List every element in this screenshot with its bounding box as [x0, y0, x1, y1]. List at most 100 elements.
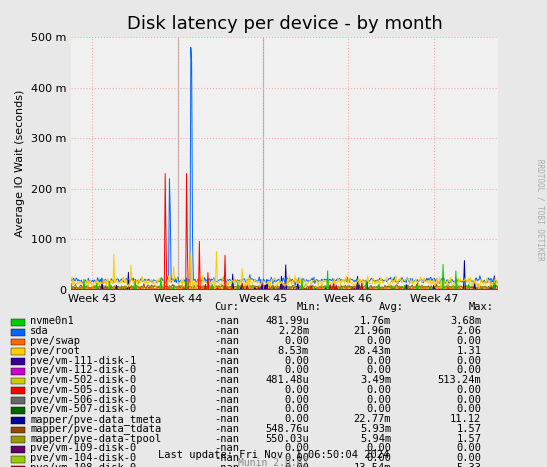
Text: 1.31: 1.31 [456, 346, 481, 356]
Text: -nan: -nan [214, 453, 240, 463]
Text: 550.03u: 550.03u [265, 433, 309, 444]
Text: 0.00: 0.00 [456, 404, 481, 414]
Text: 0.00: 0.00 [456, 365, 481, 375]
Text: pve/vm-112-disk-0: pve/vm-112-disk-0 [30, 365, 136, 375]
Text: 0.00: 0.00 [456, 336, 481, 346]
Text: 481.48u: 481.48u [265, 375, 309, 385]
Text: 2.06: 2.06 [456, 326, 481, 336]
Text: pve/vm-502-disk-0: pve/vm-502-disk-0 [30, 375, 136, 385]
FancyBboxPatch shape [11, 378, 25, 384]
Text: 22.77m: 22.77m [353, 414, 391, 424]
FancyBboxPatch shape [11, 407, 25, 414]
Text: Avg:: Avg: [379, 302, 404, 312]
Text: Max:: Max: [469, 302, 494, 312]
Text: 0.00: 0.00 [366, 336, 391, 346]
Text: mapper/pve-data_tdata: mapper/pve-data_tdata [30, 424, 161, 434]
Text: pve/vm-111-disk-1: pve/vm-111-disk-1 [30, 355, 136, 366]
Text: Last update: Fri Nov  1 06:50:04 2024: Last update: Fri Nov 1 06:50:04 2024 [158, 450, 389, 460]
Text: 1.76m: 1.76m [360, 317, 391, 326]
FancyBboxPatch shape [11, 319, 25, 326]
Text: Cur:: Cur: [214, 302, 240, 312]
Text: Min:: Min: [296, 302, 322, 312]
Text: pve/vm-505-disk-0: pve/vm-505-disk-0 [30, 385, 136, 395]
Text: 0.00: 0.00 [456, 443, 481, 453]
Text: -nan: -nan [214, 336, 240, 346]
FancyBboxPatch shape [11, 339, 25, 346]
FancyBboxPatch shape [11, 466, 25, 467]
Text: 5.33: 5.33 [456, 463, 481, 467]
Text: 0.00: 0.00 [284, 443, 309, 453]
Text: 11.12: 11.12 [450, 414, 481, 424]
FancyBboxPatch shape [11, 426, 25, 433]
Text: pve/swap: pve/swap [30, 336, 80, 346]
FancyBboxPatch shape [11, 348, 25, 355]
Text: 481.99u: 481.99u [265, 317, 309, 326]
Text: -nan: -nan [214, 433, 240, 444]
Text: 548.76u: 548.76u [265, 424, 309, 434]
Text: -nan: -nan [214, 443, 240, 453]
Text: 5.94m: 5.94m [360, 433, 391, 444]
Text: 8.53m: 8.53m [278, 346, 309, 356]
Text: 0.00: 0.00 [366, 443, 391, 453]
Text: -nan: -nan [214, 365, 240, 375]
Text: 513.24m: 513.24m [438, 375, 481, 385]
Text: pve/root: pve/root [30, 346, 80, 356]
Text: 0.00: 0.00 [456, 355, 481, 366]
Text: -nan: -nan [214, 404, 240, 414]
Text: 0.00: 0.00 [366, 385, 391, 395]
Text: 3.68m: 3.68m [450, 317, 481, 326]
Text: 0.00: 0.00 [456, 385, 481, 395]
Text: 0.00: 0.00 [284, 336, 309, 346]
Text: pve/vm-109-disk-0: pve/vm-109-disk-0 [30, 443, 136, 453]
Text: -nan: -nan [214, 317, 240, 326]
Text: pve/vm-108-disk-0: pve/vm-108-disk-0 [30, 463, 136, 467]
FancyBboxPatch shape [11, 436, 25, 443]
Text: 0.00: 0.00 [284, 414, 309, 424]
Text: -nan: -nan [214, 375, 240, 385]
Text: 5.93m: 5.93m [360, 424, 391, 434]
FancyBboxPatch shape [11, 388, 25, 394]
Text: 0.00: 0.00 [284, 395, 309, 404]
Text: -nan: -nan [214, 414, 240, 424]
Text: -nan: -nan [214, 326, 240, 336]
Text: -nan: -nan [214, 346, 240, 356]
Text: -nan: -nan [214, 385, 240, 395]
Text: 0.00: 0.00 [366, 355, 391, 366]
FancyBboxPatch shape [11, 456, 25, 462]
Text: mapper/pve-data_tmeta: mapper/pve-data_tmeta [30, 414, 161, 425]
Text: pve/vm-104-disk-0: pve/vm-104-disk-0 [30, 453, 136, 463]
Text: 0.00: 0.00 [366, 395, 391, 404]
Text: 0.00: 0.00 [284, 355, 309, 366]
Text: Munin 2.0.67: Munin 2.0.67 [238, 459, 309, 467]
Text: -nan: -nan [214, 463, 240, 467]
Text: mapper/pve-data-tpool: mapper/pve-data-tpool [30, 433, 161, 444]
Text: 0.00: 0.00 [284, 463, 309, 467]
Text: pve/vm-507-disk-0: pve/vm-507-disk-0 [30, 404, 136, 414]
Text: -nan: -nan [214, 355, 240, 366]
Text: 0.00: 0.00 [366, 453, 391, 463]
Text: 1.57: 1.57 [456, 433, 481, 444]
Title: Disk latency per device - by month: Disk latency per device - by month [126, 15, 443, 33]
Text: 21.96m: 21.96m [353, 326, 391, 336]
Text: 0.00: 0.00 [456, 453, 481, 463]
Text: 28.43m: 28.43m [353, 346, 391, 356]
FancyBboxPatch shape [11, 417, 25, 424]
Text: 1.57: 1.57 [456, 424, 481, 434]
Y-axis label: Average IO Wait (seconds): Average IO Wait (seconds) [15, 90, 25, 237]
Text: 0.00: 0.00 [284, 385, 309, 395]
Text: nvme0n1: nvme0n1 [30, 317, 74, 326]
FancyBboxPatch shape [11, 368, 25, 375]
FancyBboxPatch shape [11, 358, 25, 365]
Text: 0.00: 0.00 [284, 404, 309, 414]
Text: 0.00: 0.00 [284, 453, 309, 463]
Text: 0.00: 0.00 [366, 365, 391, 375]
Text: 13.54m: 13.54m [353, 463, 391, 467]
FancyBboxPatch shape [11, 329, 25, 336]
Text: 0.00: 0.00 [456, 395, 481, 404]
Text: RRDTOOL / TOBI OETIKER: RRDTOOL / TOBI OETIKER [536, 159, 544, 261]
Text: 3.49m: 3.49m [360, 375, 391, 385]
Text: 2.28m: 2.28m [278, 326, 309, 336]
Text: 0.00: 0.00 [284, 365, 309, 375]
Text: -nan: -nan [214, 424, 240, 434]
Text: pve/vm-506-disk-0: pve/vm-506-disk-0 [30, 395, 136, 404]
